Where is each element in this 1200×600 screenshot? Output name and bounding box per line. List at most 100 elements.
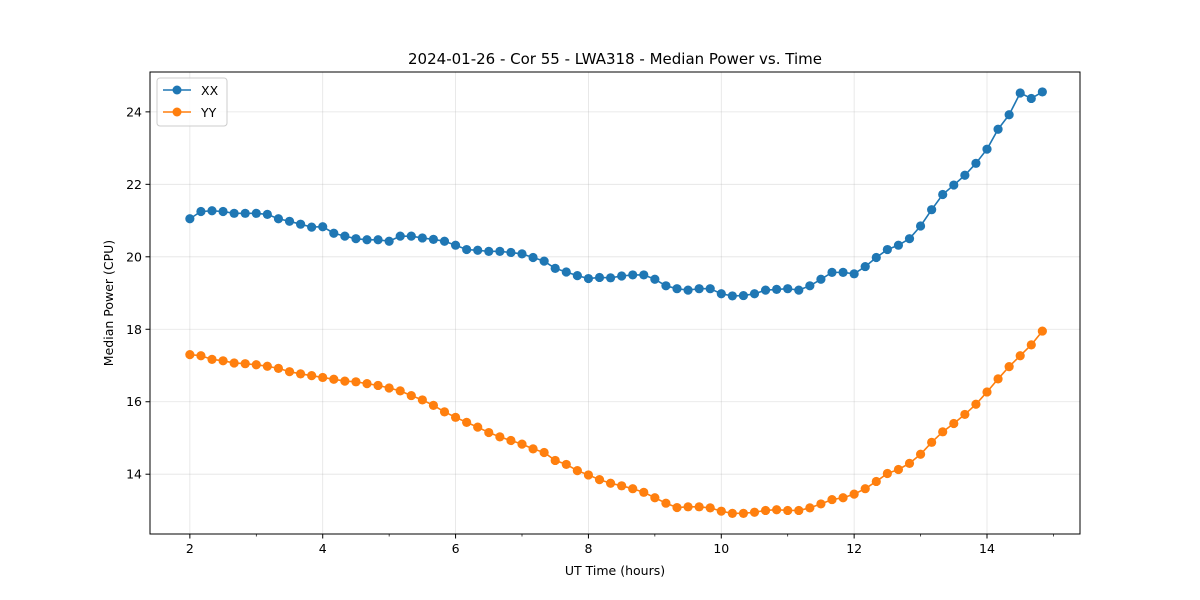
x-tick-label: 2 <box>186 541 194 556</box>
data-point-yy <box>273 363 284 373</box>
data-point-xx <box>284 216 295 226</box>
x-tick-label: 12 <box>846 541 862 556</box>
data-point-xx <box>860 261 870 272</box>
data-point-xx <box>827 267 837 277</box>
y-tick-label: 20 <box>126 249 142 264</box>
data-point-yy <box>605 478 616 488</box>
data-point-xx <box>450 240 461 250</box>
data-point-yy <box>893 464 904 475</box>
data-point-yy <box>218 356 228 366</box>
data-point-yy <box>594 475 605 485</box>
data-point-xx <box>506 247 516 258</box>
data-point-xx <box>783 284 793 294</box>
grid <box>150 72 1080 534</box>
data-point-xx <box>617 271 627 281</box>
data-point-xx <box>716 289 726 299</box>
data-point-yy <box>506 435 516 446</box>
data-point-yy <box>1026 340 1036 350</box>
data-point-xx <box>749 289 760 299</box>
data-point-yy <box>971 399 981 409</box>
data-point-yy <box>927 437 937 447</box>
data-point-xx <box>462 244 472 255</box>
data-point-yy <box>495 432 505 442</box>
y-tick-label: 18 <box>126 322 142 337</box>
data-point-yy <box>982 387 992 397</box>
data-point-xx <box>1015 88 1025 98</box>
data-point-yy <box>450 412 461 422</box>
data-point-xx <box>251 208 261 218</box>
data-point-yy <box>439 407 450 417</box>
legend-label-xx: XX <box>201 83 219 98</box>
data-point-xx <box>760 285 771 295</box>
data-point-xx <box>329 228 339 238</box>
data-point-xx <box>473 245 483 255</box>
data-point-xx <box>960 170 970 180</box>
data-point-xx <box>406 231 416 241</box>
data-point-yy <box>727 508 737 518</box>
data-point-yy <box>1037 326 1047 336</box>
data-point-yy <box>229 358 239 368</box>
data-point-xx <box>893 240 904 250</box>
data-point-xx <box>528 252 538 263</box>
data-point-xx <box>971 158 981 168</box>
y-tick-label: 24 <box>126 104 142 119</box>
data-point-xx <box>495 246 505 256</box>
data-point-xx <box>938 189 948 200</box>
data-point-yy <box>882 468 892 479</box>
data-point-xx <box>439 236 450 246</box>
x-tick-label: 6 <box>452 541 460 556</box>
data-point-xx <box>639 270 649 280</box>
data-point-yy <box>860 484 870 494</box>
data-point-yy <box>295 369 306 379</box>
data-point-yy <box>904 458 915 468</box>
data-point-yy <box>960 409 970 420</box>
plot-area <box>150 72 1080 534</box>
data-point-xx <box>816 274 826 284</box>
y-tick-label: 16 <box>126 394 142 409</box>
data-point-yy <box>473 422 483 432</box>
data-point-xx <box>1037 87 1047 97</box>
data-point-yy <box>262 361 272 371</box>
data-point-yy <box>628 484 638 494</box>
data-point-yy <box>572 465 582 476</box>
data-point-yy <box>639 487 649 497</box>
data-point-xx <box>705 284 715 294</box>
data-point-xx <box>395 231 405 241</box>
data-point-yy <box>362 379 372 389</box>
data-point-xx <box>650 274 660 284</box>
x-tick-label: 8 <box>584 541 592 556</box>
data-point-yy <box>772 505 782 515</box>
data-point-xx <box>927 205 937 215</box>
data-point-yy <box>694 502 704 512</box>
series-markers-xx <box>185 87 1047 301</box>
data-point-xx <box>362 235 372 245</box>
legend: XX YY <box>156 77 228 127</box>
data-point-yy <box>417 395 427 405</box>
data-point-xx <box>672 284 682 294</box>
series-markers-yy <box>185 326 1047 518</box>
data-point-xx <box>838 267 848 277</box>
data-point-yy <box>871 476 881 487</box>
data-point-xx <box>550 263 560 273</box>
x-tick-label: 14 <box>979 541 995 556</box>
data-point-xx <box>428 234 439 245</box>
data-point-xx <box>605 273 616 283</box>
data-point-yy <box>196 351 206 361</box>
data-point-yy <box>583 470 594 480</box>
data-point-yy <box>738 508 749 518</box>
data-point-yy <box>406 390 416 401</box>
data-point-xx <box>484 246 494 256</box>
data-point-yy <box>307 371 317 381</box>
x-axis-label: UT Time (hours) <box>565 563 665 578</box>
data-point-xx <box>273 214 284 224</box>
data-point-yy <box>251 360 261 370</box>
data-point-xx <box>683 285 693 295</box>
data-point-yy <box>462 417 472 427</box>
x-tick-label: 10 <box>713 541 729 556</box>
data-point-xx <box>904 234 915 244</box>
legend-marker-yy <box>172 107 182 117</box>
data-point-xx <box>417 233 427 243</box>
data-point-yy <box>816 499 826 509</box>
data-point-yy <box>949 418 959 429</box>
